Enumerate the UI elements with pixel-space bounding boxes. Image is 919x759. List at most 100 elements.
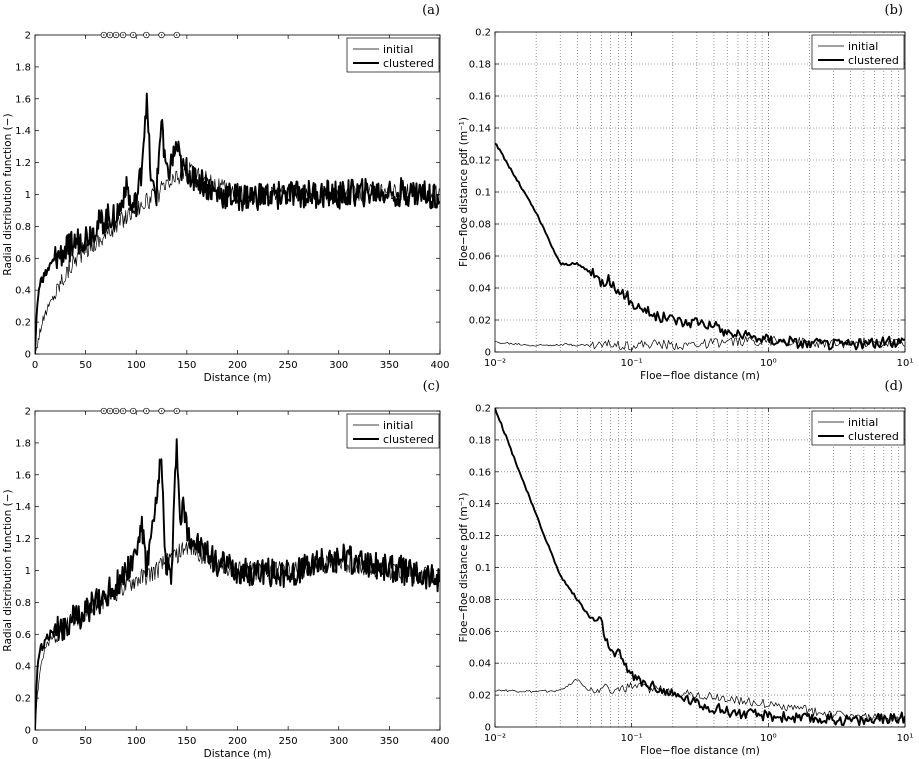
- legend-label-clustered: clustered: [383, 433, 434, 446]
- top-marker-dot: [160, 34, 163, 36]
- y-tick-label: 0: [485, 348, 491, 359]
- y-tick-label: 1.2: [15, 534, 31, 545]
- top-marker-dot: [132, 34, 134, 36]
- y-tick-label: 1.8: [15, 438, 31, 449]
- top-marker-dot: [145, 410, 148, 412]
- y-tick-label: 0.8: [15, 222, 31, 233]
- top-marker-dot: [176, 34, 178, 36]
- top-marker-dot: [176, 410, 178, 412]
- x-tick-label: 50: [79, 360, 92, 371]
- y-tick-label: 1.4: [15, 126, 31, 137]
- y-tick-label: 1: [25, 566, 31, 577]
- x-tick-label: 400: [430, 736, 449, 747]
- panel-label: (b): [885, 3, 903, 18]
- y-tick-label: 0.08: [469, 220, 491, 231]
- y-tick-label: 0.02: [469, 691, 491, 702]
- x-tick-label: 10⁰: [760, 733, 777, 744]
- y-tick-label: 0.16: [469, 467, 491, 478]
- y-tick-label: 0.16: [469, 92, 491, 103]
- y-tick-label: 1.6: [15, 470, 31, 481]
- y-tick-label: 0.06: [469, 627, 491, 638]
- x-tick-label: 400: [430, 360, 449, 371]
- series-clustered-line: [35, 92, 440, 354]
- legend-label-initial: initial: [383, 419, 413, 432]
- top-marker-dot: [160, 410, 163, 412]
- y-tick-label: 0.4: [15, 286, 31, 297]
- x-tick-label: 10⁻¹: [621, 733, 643, 744]
- top-marker-dot: [115, 34, 117, 36]
- legend-box: [346, 413, 440, 449]
- y-tick-label: 0: [485, 723, 491, 734]
- y-tick-label: 0.6: [15, 254, 31, 265]
- top-marker-dot: [103, 410, 105, 412]
- y-tick-label: 1.6: [15, 94, 31, 105]
- y-tick-label: 0.12: [469, 156, 491, 167]
- panel-label: (a): [422, 3, 440, 18]
- legend-label-clustered: clustered: [848, 54, 899, 67]
- x-tick-label: 100: [127, 736, 146, 747]
- legend-label-clustered: clustered: [383, 57, 434, 70]
- legend-box: [811, 34, 905, 70]
- y-axis-label: Radial distribution function (−): [2, 113, 14, 275]
- y-tick-label: 1.2: [15, 158, 31, 169]
- y-tick-label: 0.18: [469, 435, 491, 446]
- x-tick-label: 50: [79, 736, 92, 747]
- x-axis-label: Floe−floe distance (m): [640, 370, 760, 382]
- x-tick-label: 200: [228, 360, 247, 371]
- legend-box: [811, 410, 905, 446]
- y-tick-label: 0.04: [469, 659, 491, 670]
- y-tick-label: 0: [25, 726, 31, 737]
- series-clustered-line: [495, 142, 905, 351]
- y-tick-label: 0.2: [15, 694, 31, 705]
- panel-label: (c): [423, 379, 440, 394]
- y-tick-label: 1.8: [15, 62, 31, 73]
- y-tick-label: 0.14: [469, 124, 491, 135]
- top-marker-dot: [122, 410, 124, 412]
- y-tick-label: 0.02: [469, 316, 491, 327]
- legend-label-initial: initial: [848, 416, 878, 429]
- x-tick-label: 350: [380, 360, 399, 371]
- y-tick-label: 2: [25, 31, 31, 42]
- y-tick-label: 0.1: [475, 188, 491, 199]
- y-tick-label: 0.04: [469, 284, 491, 295]
- y-tick-label: 0.1: [475, 563, 491, 574]
- top-marker-dot: [109, 410, 111, 412]
- y-tick-label: 0.06: [469, 252, 491, 263]
- x-tick-label: 300: [329, 736, 348, 747]
- x-tick-label: 0: [32, 736, 38, 747]
- y-tick-label: 0.2: [15, 318, 31, 329]
- y-tick-label: 0: [25, 350, 31, 361]
- panel-2: 0 0.02 0.04 0.06 0.08 0.1 0.12 0.14 0.16 0.18 0.2 1…: [458, 3, 913, 382]
- x-axis-label: Floe−floe distance (m): [640, 745, 760, 757]
- x-axis-label: Distance (m): [204, 372, 272, 384]
- x-tick-label: 10⁻²: [484, 358, 506, 369]
- y-tick-label: 0.6: [15, 630, 31, 641]
- y-tick-label: 0.2: [475, 28, 491, 39]
- y-tick-label: 1.4: [15, 502, 31, 513]
- y-tick-label: 0.4: [15, 662, 31, 673]
- series-initial-line: [495, 678, 905, 724]
- panel-3: 0 0.2 0.4 0.6 0.8 1 1.2 1.4 1.6 1.8 2 0 50 100 150 200 2…: [2, 379, 450, 759]
- legend-label-clustered: clustered: [848, 430, 899, 443]
- x-tick-label: 10⁰: [760, 358, 777, 369]
- series-clustered-line: [35, 438, 440, 730]
- top-marker-dot: [115, 410, 117, 412]
- legend-label-initial: initial: [383, 43, 413, 56]
- panel-1: 0 0.2 0.4 0.6 0.8 1 1.2 1.4 1.6 1.8 2 0 50 100 150 200 2…: [2, 3, 450, 384]
- x-tick-label: 150: [177, 736, 196, 747]
- y-tick-label: 0.12: [469, 531, 491, 542]
- y-axis-label: Radial distribution function (−): [2, 489, 14, 651]
- legend-box: [346, 37, 440, 73]
- y-tick-label: 0.08: [469, 595, 491, 606]
- top-marker-dot: [132, 410, 134, 412]
- x-tick-label: 300: [329, 360, 348, 371]
- x-tick-label: 100: [127, 360, 146, 371]
- top-marker-dot: [109, 34, 111, 36]
- x-tick-label: 350: [380, 736, 399, 747]
- series-clustered-line: [495, 408, 905, 727]
- y-tick-label: 0.2: [475, 404, 491, 415]
- x-axis-label: Distance (m): [204, 748, 272, 759]
- legend-label-initial: initial: [848, 40, 878, 53]
- x-tick-label: 10⁻¹: [621, 358, 643, 369]
- x-tick-label: 150: [177, 360, 196, 371]
